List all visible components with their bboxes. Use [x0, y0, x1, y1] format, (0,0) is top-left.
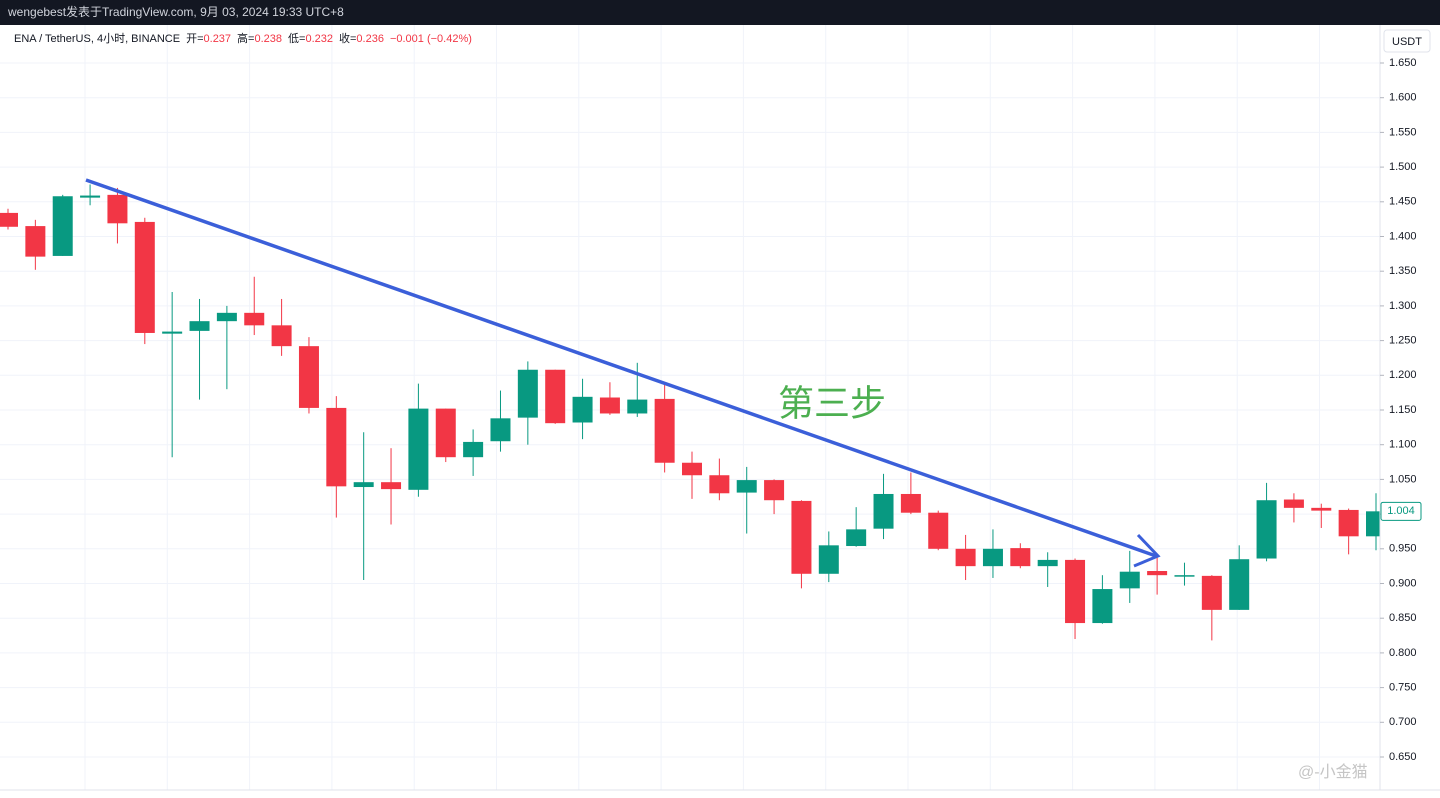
currency-box[interactable]	[1383, 29, 1431, 53]
candle-body	[545, 369, 566, 424]
currency: USDT	[1392, 36, 1422, 48]
legend-item: 0.238	[254, 33, 282, 45]
y-tick-label: 1.150	[1389, 404, 1417, 416]
candle-body	[1311, 507, 1332, 511]
legend-item: 收=	[339, 31, 356, 45]
candle-body	[627, 399, 648, 414]
legend-item: −0.001 (−0.42%)	[390, 33, 472, 45]
candle-body	[107, 194, 128, 224]
y-tick-label: 1.350	[1389, 265, 1417, 277]
legend-item: ENA / TetherUS, 4小时, BINANCE	[14, 32, 180, 45]
y-tick-label: 1.600	[1389, 92, 1417, 104]
y-tick-label: 1.400	[1389, 230, 1417, 242]
price-axis: 0.6500.7000.7500.8000.8500.9000.9501.000…	[1380, 57, 1422, 763]
candle-body	[791, 500, 812, 574]
candle-body	[25, 226, 46, 257]
candle-body	[846, 529, 867, 547]
y-tick-label: 1.250	[1389, 335, 1417, 347]
candle-body	[599, 397, 620, 414]
trend-line	[85, 178, 1157, 558]
candle-body	[1065, 559, 1086, 624]
last-price-label: 1.004	[1387, 505, 1415, 517]
candle-body	[982, 548, 1003, 567]
legend-item: 0.237	[204, 33, 232, 45]
watermark: @-小金猫	[1298, 763, 1368, 781]
candle-body	[80, 195, 101, 198]
candle-body	[572, 396, 593, 423]
y-tick-label: 1.450	[1389, 196, 1417, 208]
y-tick-label: 0.750	[1389, 682, 1417, 694]
candle-body	[271, 325, 292, 347]
trend-arrowhead	[1133, 533, 1161, 568]
candle-body	[1283, 499, 1304, 508]
candle-body	[928, 512, 949, 549]
legend-item: 0.236	[356, 33, 384, 45]
candle-body	[1092, 589, 1113, 624]
y-tick-label: 0.850	[1389, 612, 1417, 624]
candle-body	[1174, 575, 1195, 577]
y-tick-label: 0.950	[1389, 543, 1417, 555]
y-tick-label: 0.650	[1389, 751, 1417, 763]
candle-body	[873, 493, 894, 529]
candle-body	[1256, 500, 1277, 559]
y-tick-label: 1.100	[1389, 439, 1417, 451]
y-tick-label: 1.300	[1389, 300, 1417, 312]
annotation: 第三步	[778, 383, 886, 424]
candle-body	[682, 462, 702, 476]
candle-body	[134, 221, 155, 333]
candle-body	[1201, 575, 1222, 610]
header-bar	[0, 0, 1440, 25]
y-tick-label: 1.500	[1389, 161, 1417, 173]
candle-body	[709, 475, 730, 494]
candle-body	[1010, 548, 1031, 567]
last-price-box	[1380, 501, 1422, 521]
header-text: wengebest发表于TradingView.com, 9月 03, 2024…	[7, 4, 344, 19]
y-tick-label: 1.050	[1389, 473, 1417, 485]
candle-body	[435, 408, 456, 458]
legend-item: 高=	[237, 31, 254, 45]
candle-body	[900, 493, 921, 513]
candle-body	[1037, 559, 1058, 567]
candle-body	[381, 482, 402, 490]
candle-body	[244, 312, 265, 326]
candles	[0, 184, 1380, 641]
candle-body	[326, 407, 347, 487]
legend-item: 低=	[288, 32, 305, 45]
legend-item: 开=	[186, 33, 203, 45]
candle-body	[298, 346, 319, 408]
legend-item: 0.232	[305, 33, 333, 45]
candle-body	[1366, 511, 1380, 537]
candle-body	[52, 196, 73, 256]
candle-body	[1119, 571, 1140, 589]
candle-body	[463, 441, 484, 458]
candle-body	[1338, 509, 1359, 537]
candle-body	[818, 545, 839, 574]
y-tick-label: 0.800	[1389, 647, 1417, 659]
candle-body	[0, 212, 18, 227]
y-tick-label: 0.900	[1389, 577, 1417, 589]
candle-body	[1229, 559, 1250, 610]
candle-body	[764, 480, 785, 501]
candle-body	[654, 398, 675, 463]
candle-body	[736, 480, 757, 493]
candle-body	[353, 482, 374, 488]
candle-body	[517, 369, 538, 418]
y-tick-label: 1.200	[1389, 369, 1417, 381]
candle-body	[490, 418, 511, 442]
candle-body	[216, 312, 237, 322]
candle-body	[408, 408, 429, 490]
y-tick-label: 1.650	[1389, 57, 1417, 69]
candle-body	[1147, 571, 1168, 576]
candle-body	[955, 548, 976, 567]
candle-body	[189, 321, 210, 331]
y-tick-label: 1.550	[1389, 126, 1417, 138]
grid	[0, 25, 1380, 790]
y-tick-label: 0.700	[1389, 716, 1417, 728]
candle-body	[162, 331, 183, 334]
legend: ENA / TetherUS, 4小时, BINANCE 开=0.237 高=0.2…	[14, 31, 472, 45]
